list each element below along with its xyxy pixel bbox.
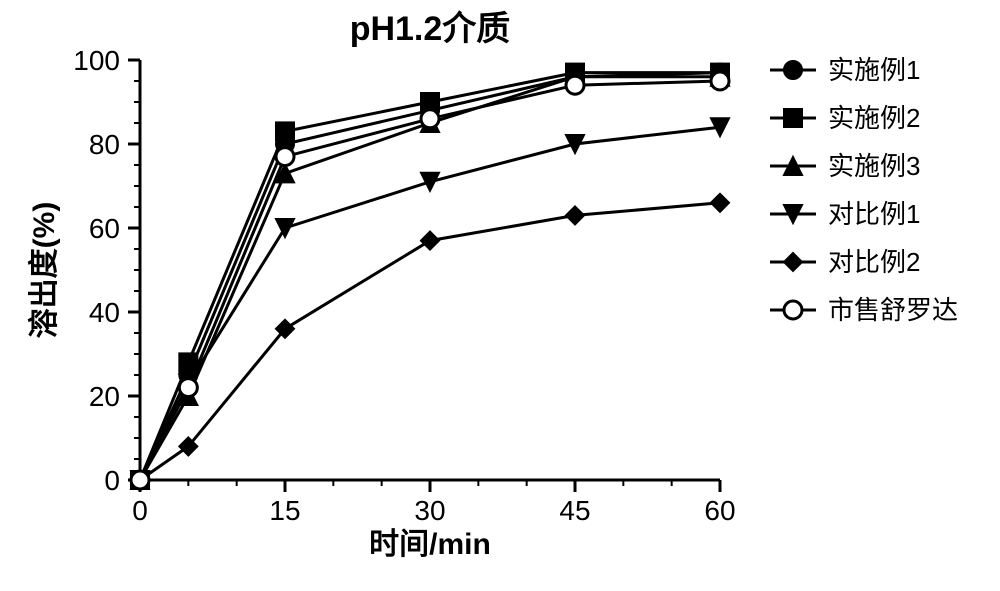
chart-container: pH1.2介质 0 15 30 45 60 0 20 40 60 80 100 时间/min 溶出度(%)…	[0, 0, 1000, 591]
x-tick-label: 30	[414, 495, 445, 526]
x-tick-label: 0	[132, 495, 148, 526]
x-tick-label: 15	[269, 495, 300, 526]
legend-label: 实施例1	[828, 55, 920, 85]
legend-label: 对比例2	[828, 247, 920, 277]
svg-text:pH1.2介质: pH1.2介质	[350, 10, 511, 48]
x-tick-label: 60	[704, 495, 735, 526]
dissolution-line-chart: pH1.2介质 0 15 30 45 60 0 20 40 60 80 100 时间/min 溶出度(%)…	[0, 0, 1000, 591]
chart-title: pH1.2介质	[350, 10, 511, 48]
legend-label: 市售舒罗达	[828, 295, 958, 325]
y-tick-label: 100	[73, 45, 120, 76]
y-tick-label: 80	[89, 129, 120, 160]
x-tick-label: 45	[559, 495, 590, 526]
legend-label: 对比例1	[828, 199, 920, 229]
y-tick-label: 60	[89, 213, 120, 244]
y-tick-label: 40	[89, 297, 120, 328]
y-tick-label: 0	[104, 465, 120, 496]
y-tick-label: 20	[89, 381, 120, 412]
x-axis-title: 时间/min	[369, 528, 491, 561]
y-axis-title: 溶出度(%)	[27, 202, 61, 339]
legend-label: 实施例2	[828, 103, 920, 133]
legend-label: 实施例3	[828, 151, 920, 181]
